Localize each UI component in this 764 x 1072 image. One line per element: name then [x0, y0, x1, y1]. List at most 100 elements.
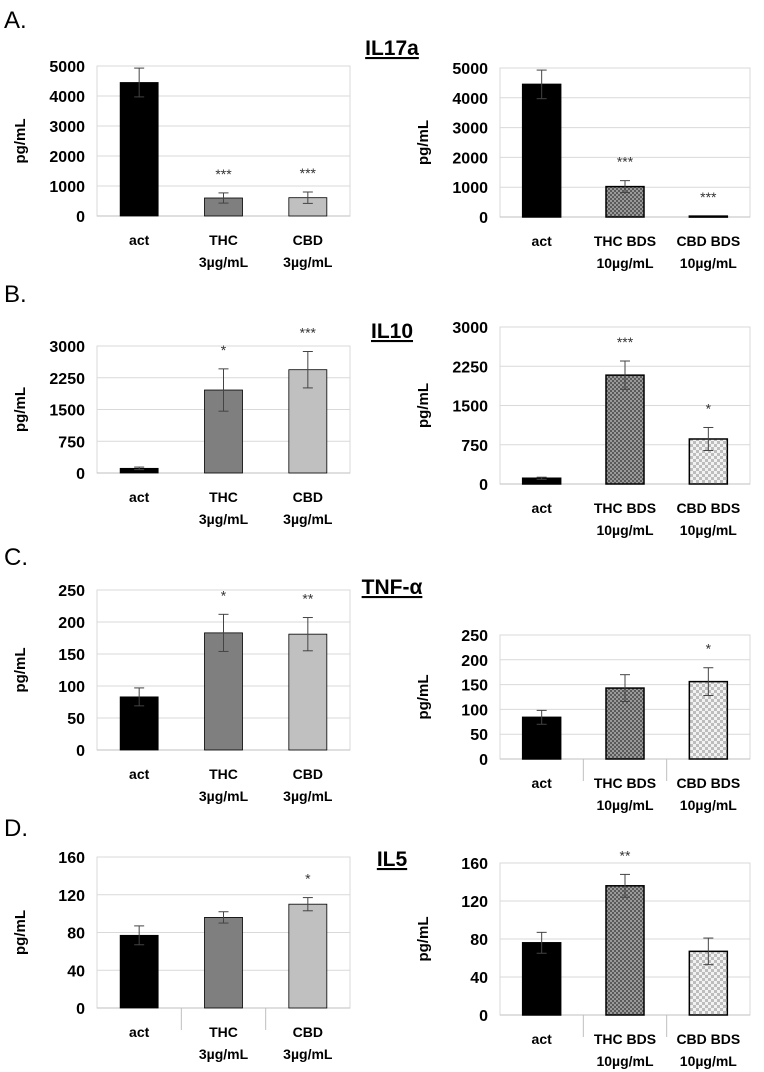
panel-title-a: IL17a — [365, 37, 419, 60]
x-tick-label: CBD — [293, 766, 323, 782]
panel-title-c: TNF-α — [362, 576, 423, 599]
significance-label: * — [706, 641, 712, 657]
y-tick-label: 150 — [461, 678, 488, 695]
x-tick-label: CBD BDS — [676, 775, 740, 791]
y-tick-label: 40 — [67, 963, 85, 980]
x-tick-label: CBD BDS — [676, 1031, 740, 1047]
significance-label: *** — [300, 325, 317, 341]
y-tick-label: 2000 — [49, 149, 85, 166]
x-tick-label: act — [129, 766, 150, 782]
y-axis-label: pg/mL — [415, 383, 432, 428]
y-tick-label: 2250 — [49, 371, 85, 388]
y-tick-label: 0 — [76, 209, 85, 226]
x-tick-sublabel: 3µg/mL — [199, 254, 249, 270]
significance-label: *** — [700, 189, 717, 205]
y-tick-label: 0 — [76, 743, 85, 760]
x-tick-label: act — [532, 1031, 553, 1047]
x-tick-label: CBD — [293, 489, 323, 505]
y-tick-label: 3000 — [452, 320, 488, 337]
panel-label-a: A. — [4, 7, 27, 34]
y-axis-label: pg/mL — [12, 119, 29, 164]
significance-label: ** — [620, 847, 631, 863]
significance-label: *** — [300, 165, 317, 181]
x-tick-label: THC — [209, 766, 238, 782]
y-tick-label: 120 — [58, 888, 85, 905]
x-tick-label: act — [532, 233, 553, 249]
y-tick-label: 80 — [470, 932, 488, 949]
significance-label: * — [221, 587, 227, 603]
y-tick-label: 200 — [461, 653, 488, 670]
x-tick-sublabel: 3µg/mL — [283, 511, 333, 527]
y-tick-label: 0 — [479, 1008, 488, 1025]
x-tick-label: CBD — [293, 232, 323, 248]
significance-label: *** — [617, 154, 634, 170]
x-tick-label: THC BDS — [594, 233, 656, 249]
y-tick-label: 5000 — [452, 61, 488, 78]
x-tick-label: act — [129, 1024, 150, 1040]
significance-label: * — [221, 342, 227, 358]
bar-thc-bds — [605, 374, 645, 485]
bar-act — [521, 942, 562, 1016]
bar-thc — [204, 632, 243, 751]
y-tick-label: 250 — [58, 583, 85, 600]
x-tick-label: CBD BDS — [676, 233, 740, 249]
bar-cbd — [288, 903, 328, 1009]
x-tick-sublabel: 10µg/mL — [596, 255, 654, 271]
bar-act — [119, 82, 159, 217]
bar-cbd-bds — [688, 215, 729, 218]
panel-label-c: C. — [4, 544, 28, 571]
x-tick-label: THC BDS — [594, 1031, 656, 1047]
significance-label: * — [706, 400, 712, 416]
y-tick-label: 750 — [461, 438, 488, 455]
x-tick-label: act — [532, 500, 553, 516]
x-tick-sublabel: 3µg/mL — [283, 254, 333, 270]
panel-label-d: D. — [4, 815, 28, 842]
x-tick-label: act — [532, 775, 553, 791]
x-tick-label: THC BDS — [594, 500, 656, 516]
y-tick-label: 160 — [58, 850, 85, 867]
y-tick-label: 0 — [76, 466, 85, 483]
y-axis-label: pg/mL — [415, 917, 432, 962]
y-tick-label: 5000 — [49, 59, 85, 76]
significance-label: * — [305, 871, 311, 887]
y-tick-label: 2250 — [452, 359, 488, 376]
x-tick-label: THC — [209, 489, 238, 505]
x-tick-label: THC — [209, 232, 238, 248]
y-tick-label: 50 — [470, 727, 488, 744]
y-tick-label: 4000 — [49, 89, 85, 106]
x-tick-sublabel: 10µg/mL — [596, 1053, 654, 1069]
y-tick-label: 0 — [479, 477, 488, 494]
y-tick-label: 750 — [58, 434, 85, 451]
panel-title-b: IL10 — [371, 320, 413, 343]
x-tick-sublabel: 3µg/mL — [199, 788, 249, 804]
y-tick-label: 3000 — [49, 119, 85, 136]
bar-thc-bds — [605, 185, 645, 218]
y-tick-label: 2000 — [452, 150, 488, 167]
y-tick-label: 100 — [461, 702, 488, 719]
x-tick-sublabel: 10µg/mL — [680, 522, 738, 538]
y-tick-label: 4000 — [452, 91, 488, 108]
x-tick-sublabel: 10µg/mL — [596, 522, 654, 538]
significance-label: *** — [617, 334, 634, 350]
bar-act — [119, 934, 159, 1009]
x-tick-label: act — [129, 489, 150, 505]
bar-cbd-bds — [688, 950, 729, 1016]
x-tick-sublabel: 3µg/mL — [199, 511, 249, 527]
x-tick-sublabel: 10µg/mL — [680, 1053, 738, 1069]
y-tick-label: 1000 — [49, 179, 85, 196]
significance-label: *** — [215, 166, 232, 182]
bar-cbd — [288, 633, 328, 751]
panel-title-d: IL5 — [377, 848, 408, 871]
x-tick-label: THC BDS — [594, 775, 656, 791]
x-tick-sublabel: 10µg/mL — [680, 255, 738, 271]
y-tick-label: 250 — [461, 628, 488, 645]
x-tick-label: THC — [209, 1024, 238, 1040]
significance-label: ** — [302, 591, 313, 607]
y-axis-label: pg/mL — [12, 648, 29, 693]
panel-label-b: B. — [4, 281, 27, 308]
y-tick-label: 160 — [461, 856, 488, 873]
x-tick-label: act — [129, 232, 150, 248]
bar-thc-bds — [605, 885, 645, 1016]
y-axis-label: pg/mL — [415, 120, 432, 165]
